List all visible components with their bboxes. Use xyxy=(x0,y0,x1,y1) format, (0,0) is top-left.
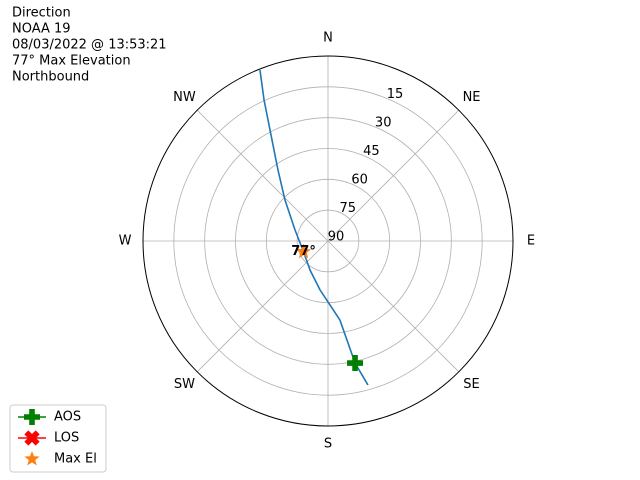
legend-marker xyxy=(24,451,40,466)
legend-marker xyxy=(24,430,40,446)
direction-label: S xyxy=(324,437,332,452)
marker-plus xyxy=(347,355,364,372)
marker-star xyxy=(295,243,312,259)
radial-grid-circle xyxy=(173,86,483,396)
radial-grid-circle xyxy=(235,148,421,334)
radial-grid-circle xyxy=(204,117,452,365)
direction-label: NE xyxy=(463,90,481,105)
title-line: NOAA 19 xyxy=(12,22,71,37)
track-line xyxy=(259,69,369,386)
direction-label: SE xyxy=(463,377,479,392)
direction-label: NW xyxy=(173,90,196,105)
legend-marker xyxy=(24,409,40,425)
legend-label: Max El xyxy=(54,452,97,467)
legend-label: LOS xyxy=(54,431,79,446)
annotation: 77° xyxy=(291,244,316,259)
direction-label: E xyxy=(527,234,535,249)
legend-label: AOS xyxy=(54,410,81,425)
title-line: 77° Max Elevation xyxy=(12,54,131,69)
title-line: Direction xyxy=(12,6,71,21)
radial-grid-circle xyxy=(296,209,360,273)
r-tick-label: 75 xyxy=(340,201,357,216)
outer-frame xyxy=(142,55,514,427)
r-tick-label: 60 xyxy=(351,173,368,188)
title-line: Northbound xyxy=(12,70,89,85)
r-tick-label: 90 xyxy=(328,230,345,245)
legend: AOS LOS Max El xyxy=(9,404,107,473)
direction-label: N xyxy=(323,31,333,46)
title-line: 08/03/2022 @ 13:53:21 xyxy=(12,38,167,53)
r-tick-label: 45 xyxy=(363,144,380,159)
r-tick-label: 30 xyxy=(375,116,392,131)
r-tick-label: 15 xyxy=(387,87,404,102)
direction-label: SW xyxy=(174,377,195,392)
direction-label: W xyxy=(119,234,132,249)
